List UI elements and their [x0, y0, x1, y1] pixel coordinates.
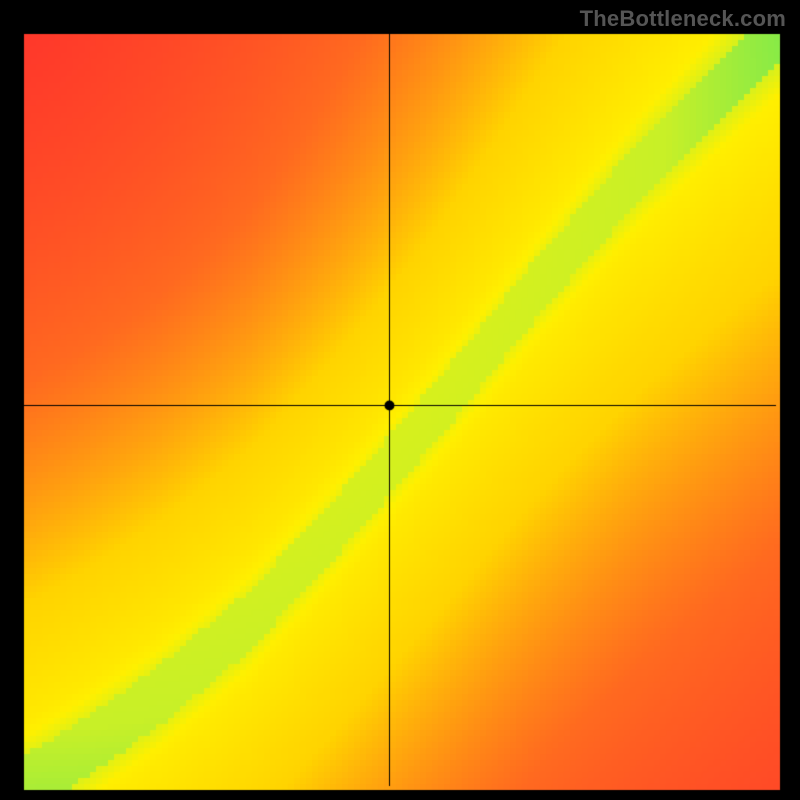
chart-container: TheBottleneck.com — [0, 0, 800, 800]
heatmap-canvas — [0, 0, 800, 800]
watermark-text: TheBottleneck.com — [580, 6, 786, 32]
